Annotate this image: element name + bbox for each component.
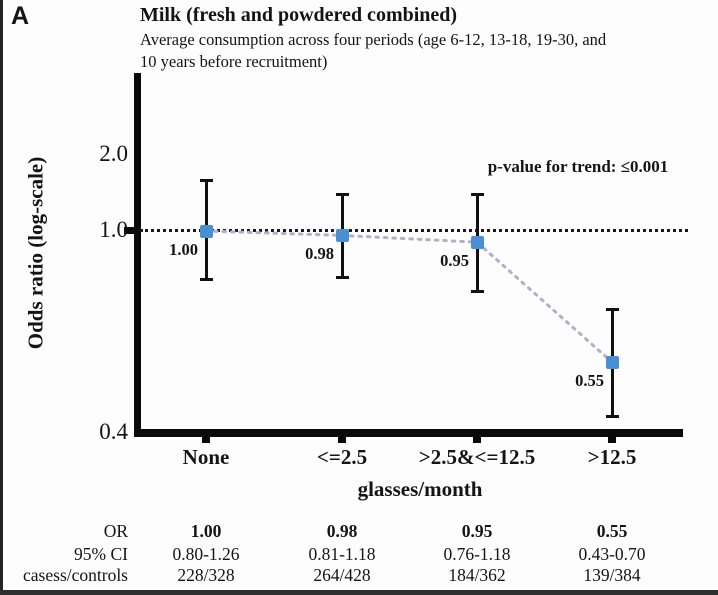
y-axis-line (134, 73, 141, 437)
error-bar-cap-bottom (470, 289, 484, 293)
chart-title: Milk (fresh and powdered combined) (140, 4, 458, 26)
table-row-label: OR (103, 521, 128, 541)
figure-border-bottom (0, 590, 718, 595)
error-bar-cap-top (199, 178, 213, 182)
error-bar-cap-top (470, 193, 484, 197)
error-bar-cap-bottom (199, 278, 213, 282)
table-cell: 0.80-1.26 (172, 544, 240, 564)
table-row: 95% CI 0.80-1.26 0.81-1.18 0.76-1.18 0.43-0.… (0, 544, 718, 566)
y-tick-label: 0.4 (99, 419, 128, 444)
table-cell: 184/362 (448, 565, 506, 585)
reference-line-or-1 (140, 229, 688, 232)
table-row-label: 95% CI (74, 544, 128, 564)
odds-ratio-marker (199, 224, 213, 238)
x-tick-label: >12.5 (587, 445, 637, 469)
chart-subtitle-line1: Average consumption across four periods … (140, 30, 607, 49)
table-cell: 264/428 (313, 565, 371, 585)
table-cell: 0.98 (326, 521, 358, 541)
table-cell: 1.00 (190, 521, 222, 541)
table-cell: 228/328 (177, 565, 235, 585)
table-cell: 0.76-1.18 (443, 544, 511, 564)
odds-ratio-marker (335, 228, 349, 242)
odds-ratio-marker (605, 355, 619, 369)
trend-connector-polyline (204, 229, 614, 364)
x-axis-title: glasses/month (357, 477, 483, 501)
y-tick-label: 2.0 (99, 141, 128, 166)
x-tick-mark (473, 437, 481, 443)
table-cell: 0.55 (596, 521, 628, 541)
x-tick-mark (202, 437, 210, 443)
table-cell: 0.95 (461, 521, 493, 541)
figure-border-left (0, 0, 3, 595)
error-bar-cap-bottom (335, 275, 349, 279)
x-axis-line (134, 429, 683, 437)
x-tick-label: None (182, 445, 230, 469)
y-tick-label: 1.0 (99, 217, 128, 242)
x-tick-label: >2.5&<=12.5 (418, 445, 536, 469)
chart-subtitle-line2: 10 years before recruitment) (140, 52, 328, 71)
error-bar-cap-bottom (605, 414, 619, 418)
table-cell: 0.81-1.18 (308, 544, 376, 564)
point-value-label: 1.00 (169, 240, 198, 259)
table-cell: 139/384 (583, 565, 641, 585)
table-row-label: casess/controls (23, 565, 128, 585)
panel-label: A (11, 2, 30, 30)
point-value-label: 0.55 (575, 371, 604, 391)
x-tick-label: <=2.5 (316, 445, 368, 469)
x-tick-mark (338, 437, 346, 443)
table-row: OR 1.00 0.98 0.95 0.55 (0, 521, 718, 543)
p-value-annotation: p-value for trend: ≤0.001 (487, 157, 669, 176)
point-value-label: 0.95 (440, 251, 469, 271)
table-cell: 0.43-0.70 (578, 544, 646, 564)
table-row: casess/controls 228/328 264/428 184/362 139/… (0, 565, 718, 587)
point-value-label: 0.98 (305, 244, 334, 264)
error-bar-cap-top (605, 307, 619, 311)
odds-ratio-marker (470, 235, 484, 249)
error-bar-cap-top (335, 193, 349, 197)
y-tick-mark (124, 227, 134, 234)
x-tick-mark (608, 437, 616, 443)
